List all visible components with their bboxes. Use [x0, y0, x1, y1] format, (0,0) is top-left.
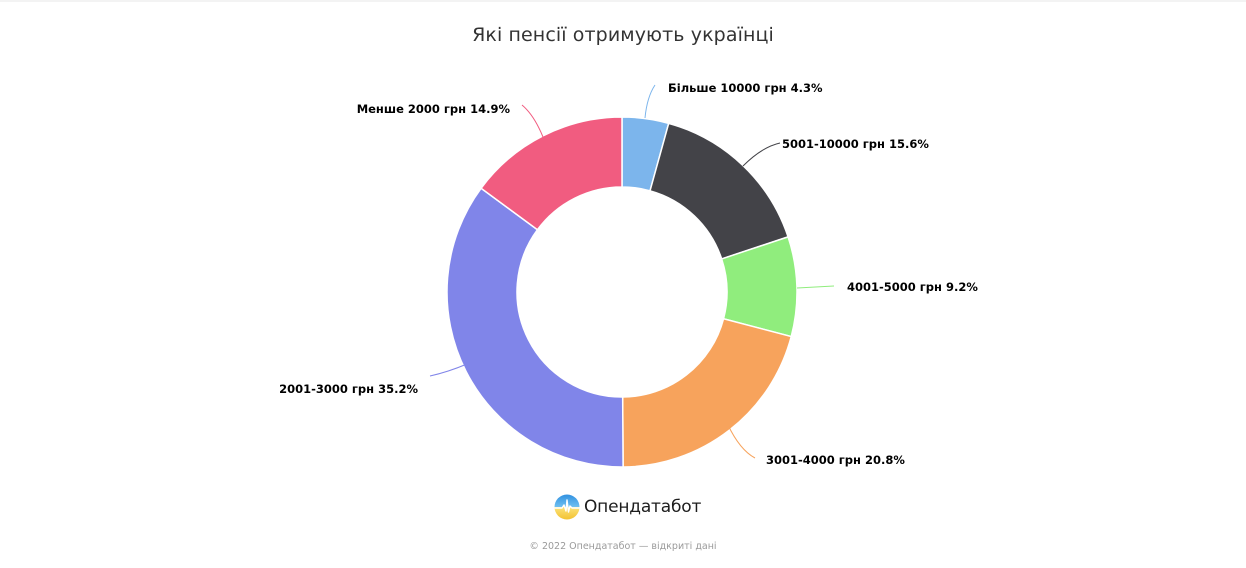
leader-line-more-10000 — [644, 84, 656, 119]
donut-segment-less-2000[interactable] — [480, 116, 623, 231]
brand-name: Опендатабот — [584, 497, 702, 517]
data-label-more-10000: Більше 10000 грн 4.3% — [668, 81, 823, 95]
leader-line-2001-3000 — [429, 363, 468, 377]
footer-copyright: © 2022 Опендатабот — відкриті дані — [529, 541, 717, 552]
leader-line-less-2000 — [521, 104, 544, 138]
leader-line-3001-4000 — [727, 424, 756, 459]
donut-segment-5001-10000[interactable] — [649, 122, 790, 260]
donut-segments — [446, 116, 798, 468]
data-label-3001-4000: 3001-4000 грн 20.8% — [766, 453, 905, 467]
data-label-4001-5000: 4001-5000 грн 9.2% — [847, 280, 978, 294]
donut-segment-2001-3000[interactable] — [446, 187, 624, 468]
leader-line-5001-10000 — [742, 142, 781, 167]
data-label-5001-10000: 5001-10000 грн 15.6% — [782, 137, 929, 151]
leader-line-4001-5000 — [796, 285, 835, 289]
chart-title: Які пенсії отримують українці — [472, 24, 774, 46]
brand: Опендатабот — [554, 493, 701, 521]
top-border — [0, 0, 1246, 2]
donut-segment-3001-4000[interactable] — [621, 317, 793, 468]
data-label-less-2000: Менше 2000 грн 14.9% — [357, 102, 511, 116]
opendatabot-logo-icon — [554, 494, 580, 520]
data-label-2001-3000: 2001-3000 грн 35.2% — [279, 382, 418, 396]
leader-lines — [429, 84, 835, 459]
